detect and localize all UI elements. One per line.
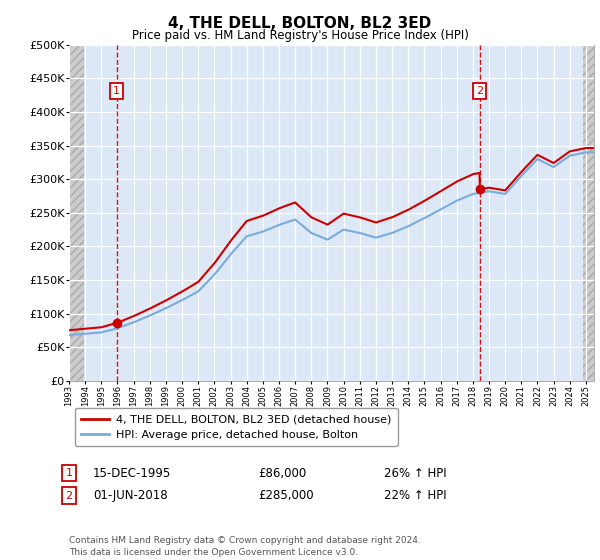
Text: Price paid vs. HM Land Registry's House Price Index (HPI): Price paid vs. HM Land Registry's House …: [131, 29, 469, 42]
Text: 15-DEC-1995: 15-DEC-1995: [93, 466, 171, 480]
Text: 2: 2: [476, 86, 483, 96]
Legend: 4, THE DELL, BOLTON, BL2 3ED (detached house), HPI: Average price, detached hous: 4, THE DELL, BOLTON, BL2 3ED (detached h…: [74, 408, 398, 446]
Text: 4, THE DELL, BOLTON, BL2 3ED: 4, THE DELL, BOLTON, BL2 3ED: [169, 16, 431, 31]
Text: Contains HM Land Registry data © Crown copyright and database right 2024.
This d: Contains HM Land Registry data © Crown c…: [69, 536, 421, 557]
Text: £86,000: £86,000: [258, 466, 306, 480]
Text: 1: 1: [65, 468, 73, 478]
Text: 22% ↑ HPI: 22% ↑ HPI: [384, 489, 446, 502]
Text: 2: 2: [65, 491, 73, 501]
Text: 26% ↑ HPI: 26% ↑ HPI: [384, 466, 446, 480]
Text: 1: 1: [113, 86, 121, 96]
Bar: [583, 45, 594, 381]
Text: £285,000: £285,000: [258, 489, 314, 502]
Text: 01-JUN-2018: 01-JUN-2018: [93, 489, 167, 502]
Bar: [69, 45, 83, 381]
